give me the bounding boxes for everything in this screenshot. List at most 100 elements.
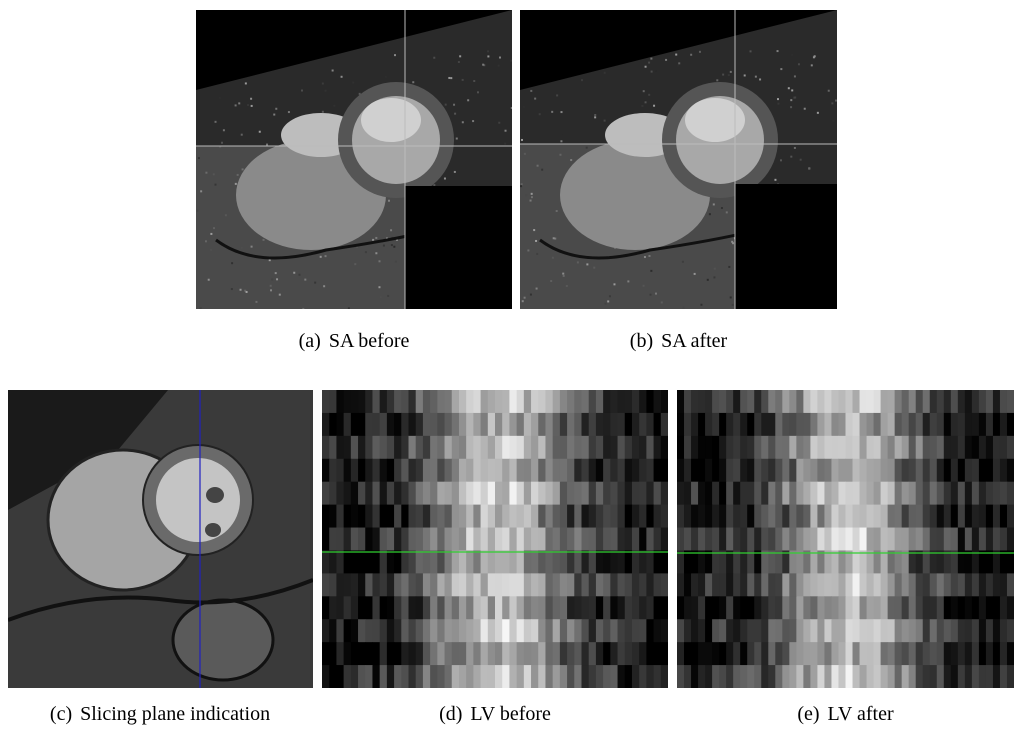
slice-cell [895,528,903,551]
slice-cell [488,665,496,688]
slice-cell [553,505,561,528]
slice-cell [466,390,474,413]
slice-cell [972,459,980,482]
slice-cell [677,436,685,459]
slice-cell [853,505,861,528]
slice-cell [782,528,790,551]
noise [534,98,536,100]
slice-cell [824,642,832,665]
slice-cell [747,528,755,551]
slice-cell [423,413,431,436]
slice-cell [831,390,839,413]
noise [498,65,500,67]
slice-cell [553,642,561,665]
slice-cell [944,550,952,573]
slice-cell [538,642,546,665]
slice-cell [531,596,539,619]
slice-cell [661,436,668,459]
noise [716,79,718,81]
slice-cell [416,436,424,459]
caption-label: (d) [439,703,462,725]
slice-cell [979,482,987,505]
noise [375,252,377,254]
slice-cell [803,436,811,459]
noise [730,71,732,73]
slice-cell [860,505,868,528]
slice-cell [705,482,713,505]
slice-cell [646,436,654,459]
slice-cell [632,596,640,619]
slice-cell [639,596,647,619]
noise [273,114,275,116]
slice-cell [531,436,539,459]
slice-cell [867,482,875,505]
slice-cell [705,413,713,436]
slice-cell [466,528,474,551]
slice-cell [531,665,539,688]
slice-cell [874,642,882,665]
slice-cell [705,665,713,688]
slice-cell [944,665,952,688]
slice-cell [502,459,510,482]
noise [627,280,629,282]
slice-cell [437,550,445,573]
noise [794,75,796,77]
noise [325,255,327,257]
slice-cell [684,528,692,551]
noise [643,90,645,92]
slice-cell [603,665,611,688]
slice-cell [867,573,875,596]
slice-cell [705,459,713,482]
slice-cell [567,413,575,436]
slice-cell [646,596,654,619]
slice-cell [481,642,489,665]
slice-cell [902,619,910,642]
slice-cell [979,573,987,596]
slice-cell [691,573,699,596]
noise [682,307,684,309]
slice-cell [923,550,931,573]
slice-cell [993,528,1001,551]
slice-cell [336,505,344,528]
slice-cell [684,619,692,642]
slice-cell [495,642,503,665]
slice-cell [596,482,604,505]
slice-cell [747,459,755,482]
noise [214,184,216,186]
slice-cell [387,642,395,665]
slice-cell [567,642,575,665]
slice-cell [560,413,568,436]
noise [713,203,715,205]
slice-cell [853,459,861,482]
slice-cell [951,482,959,505]
slice-cell [344,550,352,573]
slice-cell [481,573,489,596]
slice-cell [488,413,496,436]
slice-cell [517,413,525,436]
slice-cell [351,482,359,505]
slice-cell [740,436,748,459]
slice-cell [881,436,889,459]
slice-cell [488,390,496,413]
slice-cell [632,459,640,482]
slice-cell [803,528,811,551]
noise [450,77,452,79]
slice-cell [430,413,438,436]
slice-cell [853,413,861,436]
noise [454,113,456,115]
slice-cell [401,528,409,551]
noise [372,239,374,241]
slice-cell [344,459,352,482]
slice-cell [874,573,882,596]
slice-cell [567,665,575,688]
slice-cell [409,482,417,505]
caption-label: (a) [299,330,321,352]
slice-cell [394,573,402,596]
slice-cell [336,573,344,596]
slice-cell [951,505,959,528]
slice-cell [684,413,692,436]
slice-cell [618,505,626,528]
noise [462,79,464,81]
noise [713,276,715,278]
slice-cell [888,573,896,596]
